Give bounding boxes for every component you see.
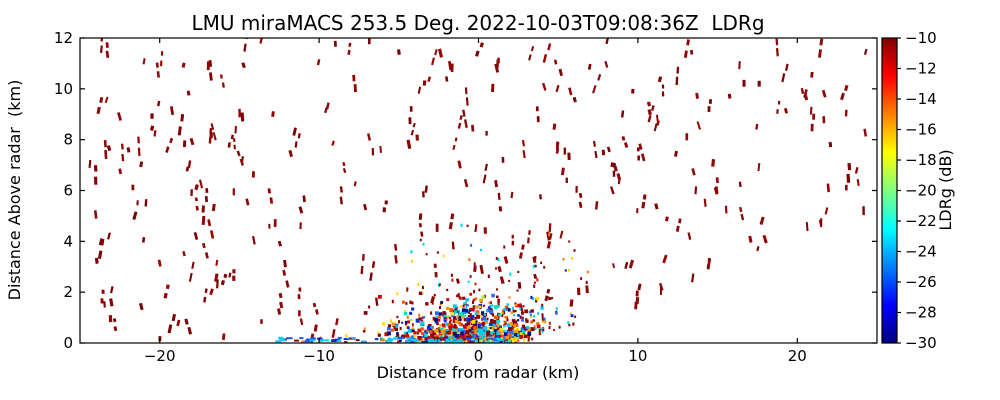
x-tick-label: −20 xyxy=(144,347,176,365)
y-tick-label: 10 xyxy=(54,80,73,98)
colorbar-tick-label: −30 xyxy=(905,334,937,352)
colorbar-tick-label: −14 xyxy=(905,90,937,108)
colorbar-tick-label: −10 xyxy=(905,29,937,47)
x-tick-label: 20 xyxy=(788,347,807,365)
y-tick-label: 12 xyxy=(54,29,73,47)
x-tick-label: 10 xyxy=(628,347,647,365)
colorbar-label: LDRg (dB) xyxy=(936,149,955,230)
scatter-points-layer xyxy=(88,38,868,343)
colorbar-gradient xyxy=(881,37,898,344)
y-tick-label: 6 xyxy=(63,182,73,200)
chart-title: LMU miraMACS 253.5 Deg. 2022-10-03T09:08… xyxy=(191,11,764,35)
population-cluster-core xyxy=(319,291,574,343)
y-tick-label: 8 xyxy=(63,131,73,149)
colorbar-tick-label: −24 xyxy=(905,243,937,261)
y-tick-label: 0 xyxy=(63,334,73,352)
x-tick-label: 0 xyxy=(474,347,484,365)
axes-layer: −20 −10 0 10 20 0 2 4 6 8 10 12 xyxy=(54,29,878,365)
colorbar-tick-label: −28 xyxy=(905,304,937,322)
x-axis-label: Distance from radar (km) xyxy=(377,363,580,382)
colorbar-tick-label: −22 xyxy=(905,212,937,230)
colorbar-tick-label: −26 xyxy=(905,273,937,291)
y-tick-label: 4 xyxy=(63,232,73,250)
population-sparse-streaks-right xyxy=(482,38,868,323)
y-tick-label: 2 xyxy=(63,283,73,301)
y-axis-label: Distance Above radar (km) xyxy=(5,80,24,301)
plot-border xyxy=(79,37,878,344)
colorbar: −10 −12 −14 −16 −18 −20 −22 −24 −26 −28 −30 xyxy=(881,29,937,352)
x-tick-label: −10 xyxy=(303,347,335,365)
colorbar-tick-label: −18 xyxy=(905,151,937,169)
colorbar-tick-label: −12 xyxy=(905,60,937,78)
population-sparse-streaks-left xyxy=(88,38,484,343)
colorbar-tick-label: −16 xyxy=(905,121,937,139)
colorbar-tick-label: −20 xyxy=(905,182,937,200)
population-ground-returns xyxy=(275,336,511,343)
